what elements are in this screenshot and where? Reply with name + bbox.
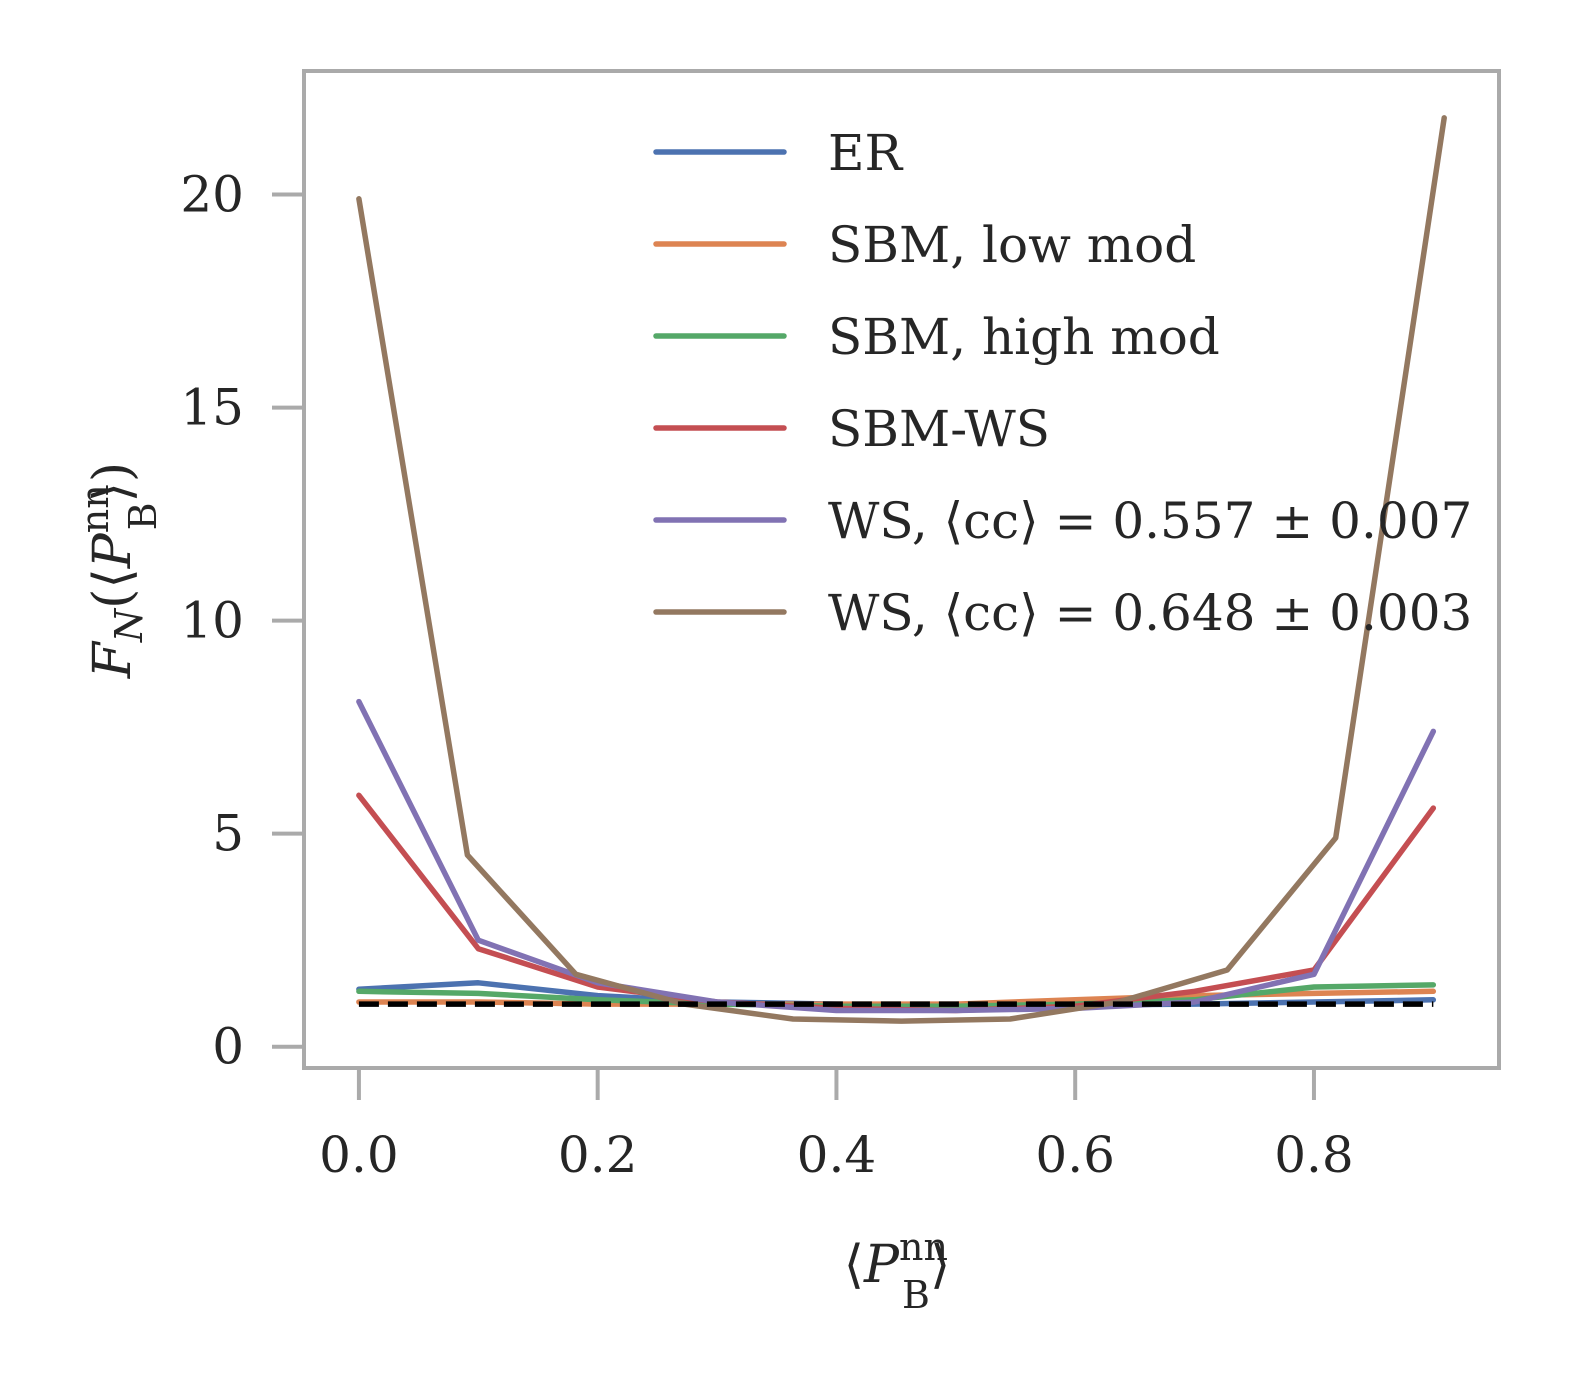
x-label-var: P (863, 1235, 900, 1295)
y-label-var: P (83, 532, 143, 569)
legend: ER SBM, low mod SBM, high mod SBM-WS WS, ⟨cc… (653, 124, 1472, 642)
x-label-open: ⟨ (844, 1235, 864, 1295)
x-tick-label: 0.2 (558, 1126, 638, 1184)
y-label-sup: nn (73, 484, 117, 533)
y-label-close: ⟩) (83, 462, 143, 503)
series-line-5 (356, 698, 1437, 1014)
y-axis-ticks: 0 5 10 15 20 (180, 166, 304, 1076)
y-label-prefix-sub: N (107, 607, 151, 643)
y-tick-label: 20 (180, 166, 244, 224)
x-tick-label: 0.0 (319, 1126, 399, 1184)
x-axis-label: ⟨Pnn B⟩ (844, 1225, 950, 1317)
legend-label: SBM, high mod (828, 308, 1220, 366)
y-tick-label: 0 (212, 1018, 244, 1076)
y-label-prefix: F (83, 640, 143, 679)
y-label-sub: B (121, 502, 165, 530)
plot-frame (302, 69, 1501, 1070)
y-label-open: (⟨ (83, 568, 143, 609)
x-tick-label: 0.8 (1274, 1126, 1354, 1184)
x-label-close: ⟩ (930, 1235, 950, 1295)
legend-label: ER (828, 124, 903, 182)
y-axis-label: FN(⟨Pnn B⟩) (73, 462, 165, 679)
x-label-sup: nn (899, 1225, 948, 1269)
legend-label: WS, ⟨cc⟩ = 0.648 ± 0.003 (828, 584, 1472, 642)
y-tick-label: 10 (180, 592, 244, 650)
x-label-sub: B (902, 1273, 930, 1317)
x-tick-label: 0.6 (1035, 1126, 1115, 1184)
y-tick-label: 15 (180, 379, 244, 437)
y-tick-label: 5 (212, 805, 244, 863)
x-axis-ticks: 0.0 0.2 0.4 0.6 0.8 (319, 1068, 1354, 1184)
legend-label: SBM, low mod (828, 216, 1196, 274)
legend-label: WS, ⟨cc⟩ = 0.557 ± 0.007 (828, 492, 1472, 550)
series-line-6 (356, 115, 1447, 1024)
x-tick-label: 0.4 (797, 1126, 877, 1184)
legend-label: SBM-WS (828, 400, 1050, 458)
